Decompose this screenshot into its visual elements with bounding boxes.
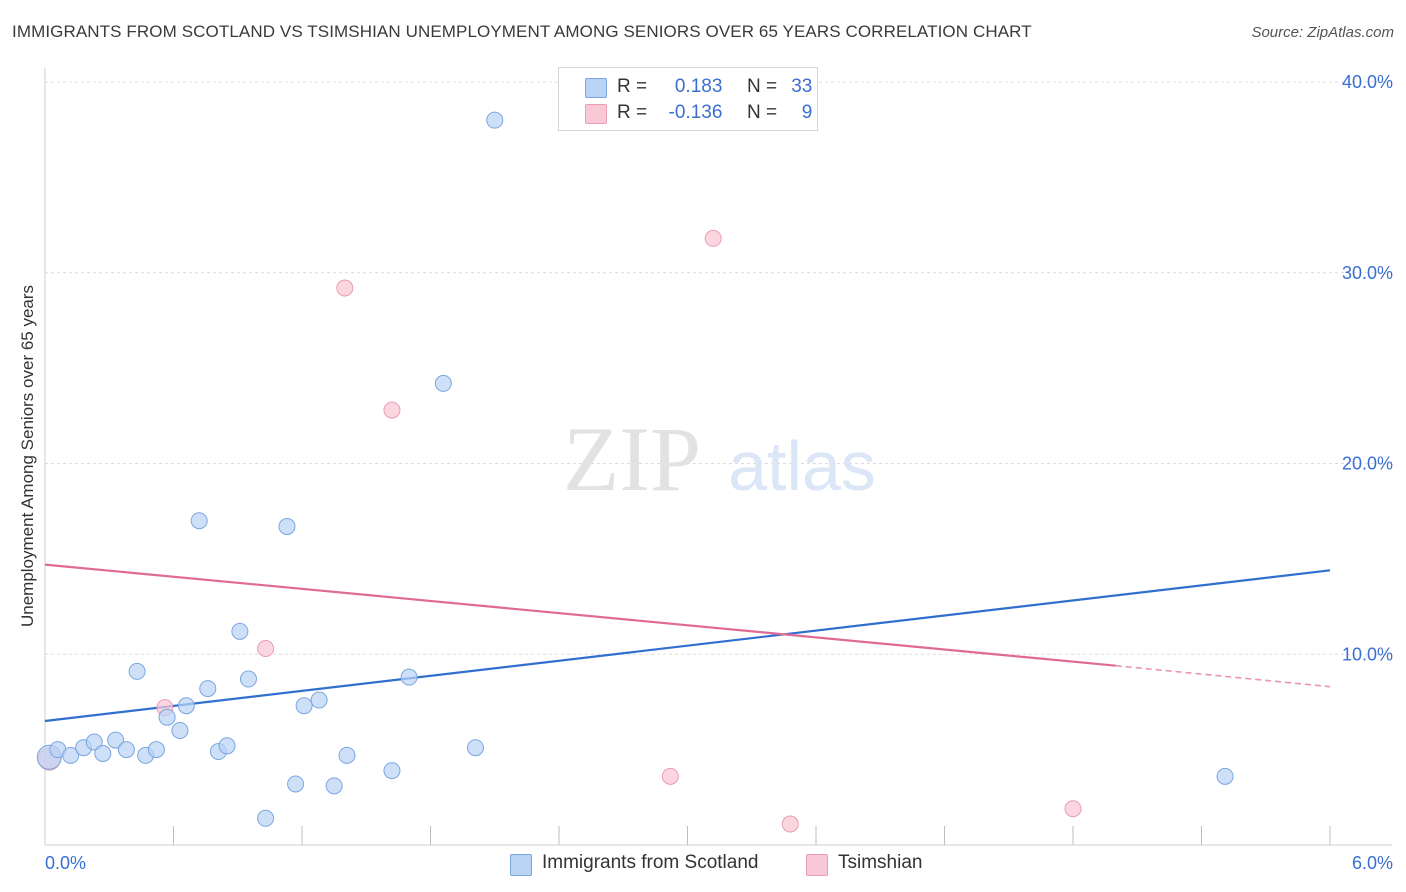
grid-lines	[45, 81, 1392, 655]
data-point-scotland	[295, 697, 313, 715]
data-point-tsimshian	[257, 640, 275, 658]
chart-title: IMMIGRANTS FROM SCOTLAND VS TSIMSHIAN UN…	[12, 22, 1032, 41]
data-point-scotland	[171, 722, 189, 740]
data-point-scotland	[400, 668, 418, 686]
legend-r-value: -0.136	[668, 102, 723, 123]
data-point-scotland	[158, 708, 176, 726]
trend-line-tsimshian-extrapolated	[1115, 664, 1331, 688]
data-point-scotland	[128, 662, 146, 680]
bottom-legend-label: Immigrants from Scotland	[542, 852, 759, 873]
bottom-legend-swatch-blue	[510, 854, 532, 876]
data-point-scotland	[383, 762, 401, 780]
trend-line-tsimshian	[44, 563, 1116, 667]
data-point-scotland	[466, 739, 484, 757]
legend-r-value: 0.183	[674, 76, 723, 97]
data-point-scotland	[434, 374, 452, 392]
source-label: Source: ZipAtlas.com	[1251, 24, 1394, 41]
watermark-atlas: atlas	[728, 427, 876, 505]
bottom-legend-swatch-pink	[806, 854, 828, 876]
watermark-zip: ZIP	[563, 408, 701, 510]
correlation-legend: R = 0.183 N = 33 R = -0.136 N = 9	[558, 67, 818, 131]
data-point-scotland	[310, 691, 328, 709]
tick-labels: 10.0% 20.0% 30.0% 40.0% 0.0% 6.0%	[45, 72, 1393, 873]
data-point-scotland	[239, 670, 257, 688]
legend-r-label: R =	[617, 102, 648, 123]
data-point-scotland	[85, 733, 103, 751]
data-point-scotland	[147, 741, 165, 759]
trend-lines	[44, 563, 1331, 723]
data-point-scotland	[231, 622, 249, 640]
trend-line-scotland	[44, 569, 1331, 723]
y-tick-label: 10.0%	[1342, 644, 1393, 664]
data-point-scotland	[218, 737, 236, 755]
data-point-tsimshian	[704, 229, 722, 247]
legend-r-label: R =	[617, 76, 648, 97]
bottom-legend-label: Tsimshian	[838, 852, 923, 873]
data-point-scotland	[117, 741, 135, 759]
data-point-scotland	[278, 517, 296, 535]
data-point-scotland	[257, 809, 275, 827]
data-point-scotland	[1216, 767, 1234, 785]
y-tick-label: 40.0%	[1342, 72, 1393, 92]
watermark: ZIP atlas	[563, 408, 876, 510]
x-tick-label: 6.0%	[1352, 853, 1393, 873]
data-point-tsimshian	[383, 401, 401, 419]
legend-n-value: 33	[791, 76, 813, 97]
x-tick-label: 0.0%	[45, 853, 86, 873]
data-point-scotland	[62, 746, 80, 764]
data-point-scotland	[486, 111, 504, 129]
data-point-scotland	[107, 731, 125, 749]
data-point-scotland	[325, 777, 343, 795]
data-point-scotland	[287, 775, 305, 793]
data-points	[36, 111, 1234, 833]
data-point-tsimshian	[1064, 800, 1082, 818]
data-point-scotland	[94, 744, 112, 762]
axes	[44, 68, 1392, 846]
data-point-scotland	[199, 680, 217, 698]
data-point-tsimshian	[661, 767, 679, 785]
y-tick-label: 20.0%	[1342, 454, 1393, 474]
legend-swatch-pink	[585, 104, 607, 124]
legend-n-label: N =	[746, 102, 778, 123]
legend-n-label: N =	[746, 76, 778, 97]
data-point-scotland	[190, 512, 208, 530]
data-point-scotland	[177, 697, 195, 715]
legend-swatch-blue	[585, 78, 607, 98]
data-point-tsimshian	[336, 279, 354, 297]
legend-n-value: 9	[801, 102, 813, 123]
data-point-scotland	[338, 746, 356, 764]
y-tick-label: 30.0%	[1342, 263, 1393, 283]
y-axis-label: Unemployment Among Seniors over 65 years	[18, 284, 37, 628]
data-point-tsimshian	[781, 815, 799, 833]
